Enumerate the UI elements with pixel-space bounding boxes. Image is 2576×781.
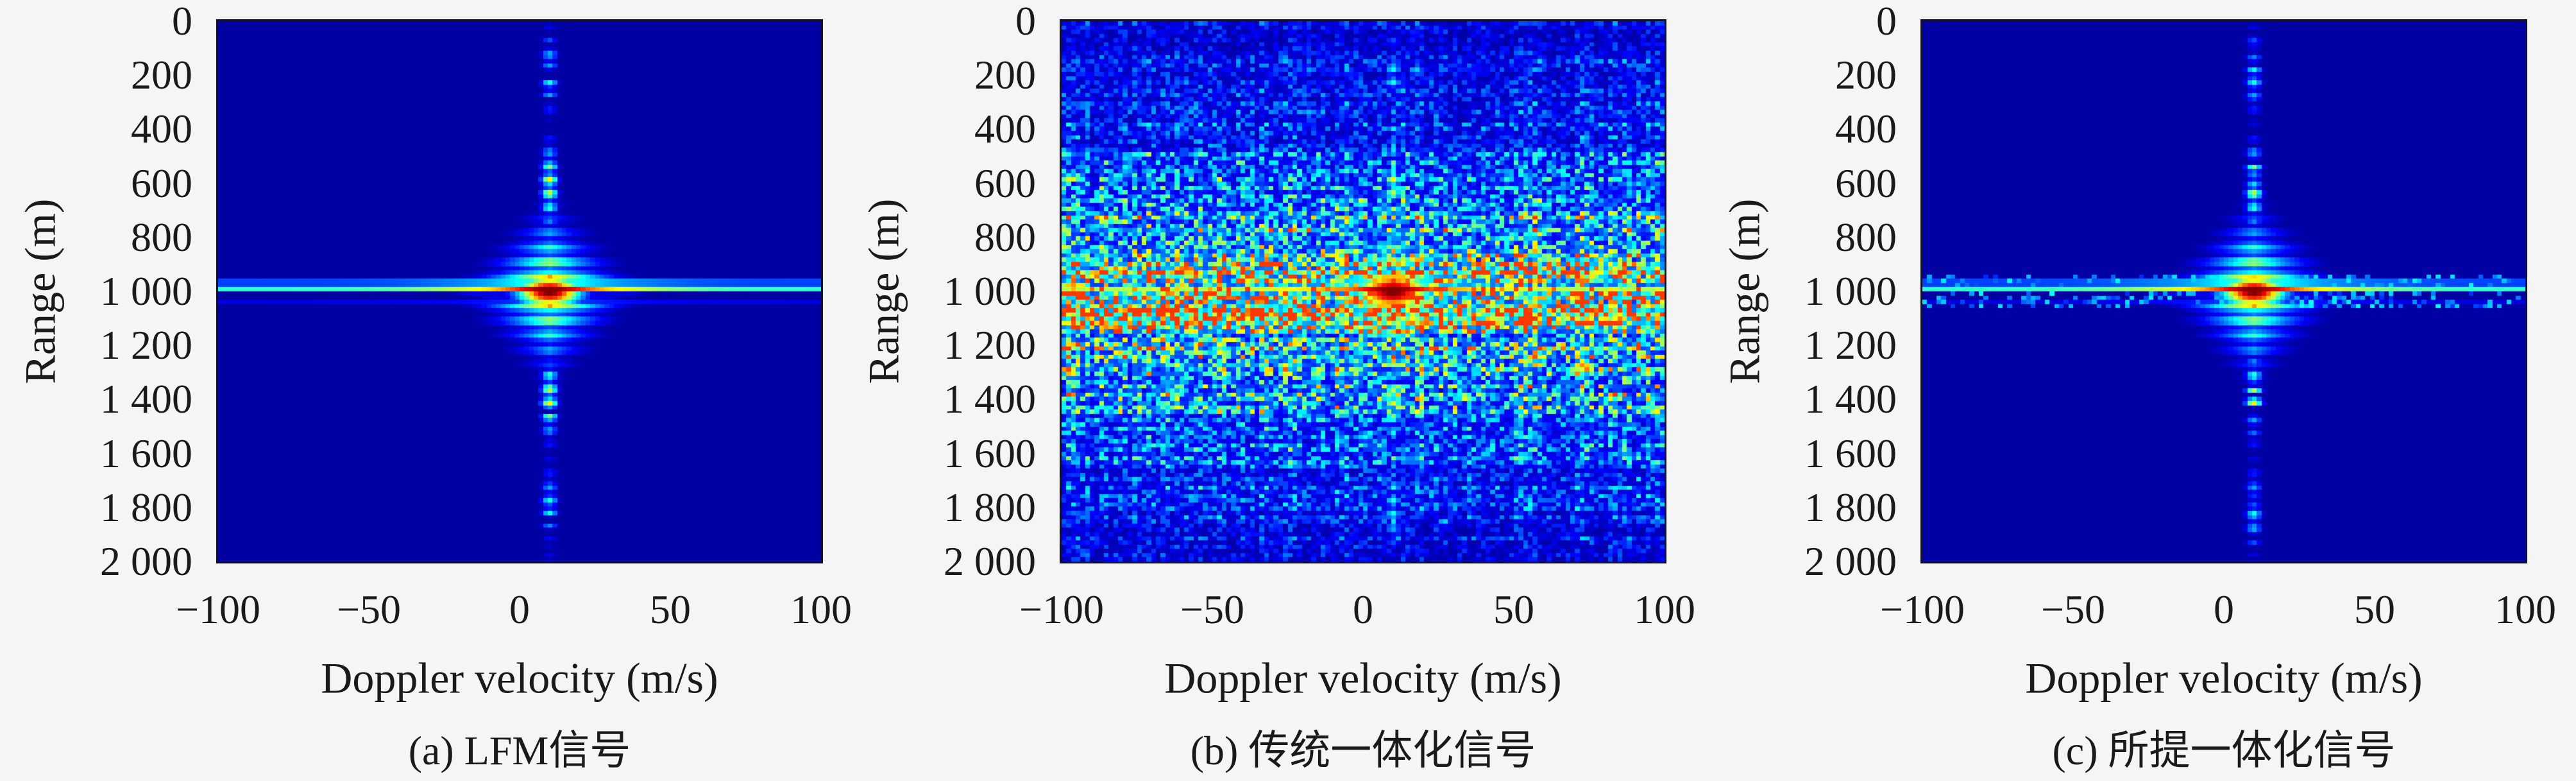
heatmap-plot-b xyxy=(1060,19,1666,563)
caption-a: (a) LFM信号 xyxy=(408,728,631,773)
x-axis-title: Doppler velocity (m/s) xyxy=(321,653,718,703)
y-tick-label: 800 xyxy=(1835,214,1897,260)
y-tick-label: 1 600 xyxy=(1804,430,1897,476)
x-tick-label: 50 xyxy=(1493,587,1534,632)
y-tick-label: 1 200 xyxy=(1804,322,1897,368)
x-tick-label: 100 xyxy=(1634,587,1695,632)
y-tick-label: 200 xyxy=(974,52,1036,98)
y-tick-label: 0 xyxy=(1876,0,1897,44)
y-tick-label: 1 000 xyxy=(944,268,1036,314)
subplot-a: Range (m) 0 200 400 600 800 1 000 1 200 1 400 1 … xyxy=(0,0,860,781)
x-tick-label: −100 xyxy=(1019,587,1105,632)
x-tick-label: −50 xyxy=(2040,587,2106,632)
y-tick-label: 800 xyxy=(131,214,192,260)
x-tick-label: 100 xyxy=(790,587,852,632)
heatmap-canvas-b xyxy=(1062,21,1665,562)
y-tick-label: 1 400 xyxy=(1804,376,1897,422)
x-tick-label: 100 xyxy=(2495,587,2556,632)
y-tick-label: 400 xyxy=(1835,106,1897,152)
y-tick-label: 0 xyxy=(1015,0,1036,44)
y-tick-label: 1 400 xyxy=(944,376,1036,422)
y-tick-label: 1 200 xyxy=(100,322,192,368)
x-tick-label: −100 xyxy=(175,587,261,632)
y-tick-label: 400 xyxy=(974,106,1036,152)
x-tick-label: −50 xyxy=(336,587,402,632)
x-tick-label: 50 xyxy=(650,587,691,632)
y-tick-label: 1 800 xyxy=(100,484,192,530)
y-tick-label: 1 000 xyxy=(1804,268,1897,314)
heatmap-canvas-a xyxy=(218,21,821,562)
x-tick-label: 0 xyxy=(509,587,530,632)
y-tick-label: 1 800 xyxy=(944,484,1036,530)
y-tick-label: 2 000 xyxy=(100,538,192,584)
y-tick-label: 1 800 xyxy=(1804,484,1897,530)
y-tick-label: 400 xyxy=(131,106,192,152)
x-tick-label: 50 xyxy=(2354,587,2395,632)
heatmap-plot-c xyxy=(1920,19,2527,563)
y-tick-label: 1 600 xyxy=(944,430,1036,476)
x-tick-label: 0 xyxy=(1353,587,1373,632)
y-tick-label: 800 xyxy=(974,214,1036,260)
y-tick-label: 200 xyxy=(1835,52,1897,98)
x-tick-label: −100 xyxy=(1879,587,1965,632)
y-tick-label: 2 000 xyxy=(1804,538,1897,584)
y-tick-label: 1 400 xyxy=(100,376,192,422)
subplot-c: Range (m) 0 200 400 600 800 1 000 1 200 1 400 1 … xyxy=(1704,0,2564,781)
y-tick-label: 600 xyxy=(1835,160,1897,206)
y-tick-label: 600 xyxy=(131,160,192,206)
y-tick-label: 1 000 xyxy=(100,268,192,314)
heatmap-canvas-c xyxy=(1922,21,2525,562)
x-tick-label: 0 xyxy=(2214,587,2234,632)
x-axis-title: Doppler velocity (m/s) xyxy=(2025,653,2423,703)
heatmap-plot-a xyxy=(216,19,823,563)
x-axis-title: Doppler velocity (m/s) xyxy=(1164,653,1562,703)
subplot-b: Range (m) 0 200 400 600 800 1 000 1 200 1 400 1 … xyxy=(843,0,1703,781)
y-tick-label: 1 600 xyxy=(100,430,192,476)
y-tick-label: 2 000 xyxy=(944,538,1036,584)
caption-b: (b) 传统一体化信号 xyxy=(1190,728,1536,773)
y-tick-label: 0 xyxy=(172,0,192,44)
y-tick-label: 200 xyxy=(131,52,192,98)
y-tick-label: 1 200 xyxy=(944,322,1036,368)
y-tick-label: 600 xyxy=(974,160,1036,206)
caption-c: (c) 所提一体化信号 xyxy=(2052,728,2396,773)
x-tick-label: −50 xyxy=(1180,587,1245,632)
